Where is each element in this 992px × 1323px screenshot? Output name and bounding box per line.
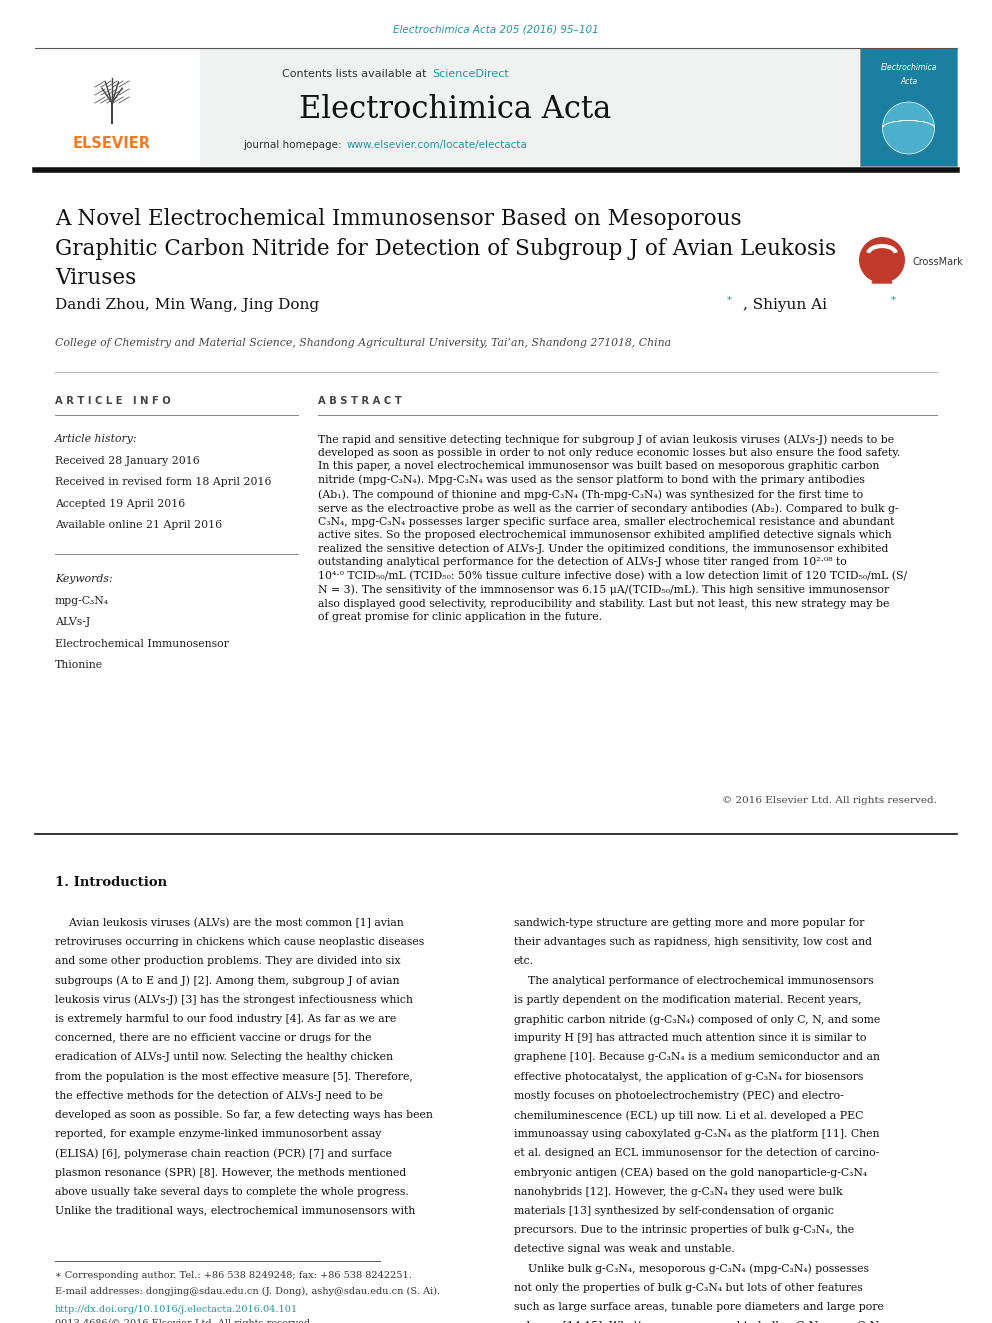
- Text: graphene [10]. Because g-C₃N₄ is a medium semiconductor and an: graphene [10]. Because g-C₃N₄ is a mediu…: [514, 1052, 880, 1062]
- Text: The analytical performance of electrochemical immunosensors: The analytical performance of electroche…: [514, 975, 874, 986]
- Bar: [860, 48, 957, 165]
- Text: mpg-C₃N₄: mpg-C₃N₄: [55, 595, 109, 606]
- Text: ∗ Corresponding author. Tel.: +86 538 8249248; fax: +86 538 8242251.: ∗ Corresponding author. Tel.: +86 538 82…: [55, 1271, 412, 1279]
- Text: Electrochimica: Electrochimica: [880, 64, 936, 73]
- Text: effective photocatalyst, the application of g-C₃N₄ for biosensors: effective photocatalyst, the application…: [514, 1072, 863, 1082]
- Text: immunoassay using caboxylated g-C₃N₄ as the platform [11]. Chen: immunoassay using caboxylated g-C₃N₄ as …: [514, 1130, 880, 1139]
- Text: reported, for example enzyme-linked immunosorbent assay: reported, for example enzyme-linked immu…: [55, 1130, 381, 1139]
- Text: from the population is the most effective measure [5]. Therefore,: from the population is the most effectiv…: [55, 1072, 413, 1082]
- Text: (ELISA) [6], polymerase chain reaction (PCR) [7] and surface: (ELISA) [6], polymerase chain reaction (…: [55, 1148, 392, 1159]
- Text: Avian leukosis viruses (ALVs) are the most common [1] avian: Avian leukosis viruses (ALVs) are the mo…: [55, 918, 404, 929]
- Text: E-mail addresses: dongjing@sdau.edu.cn (J. Dong), ashy@sdau.edu.cn (S. Ai).: E-mail addresses: dongjing@sdau.edu.cn (…: [55, 1287, 440, 1297]
- Text: , Shiyun Ai: , Shiyun Ai: [743, 298, 827, 312]
- Text: plasmon resonance (SPR) [8]. However, the methods mentioned: plasmon resonance (SPR) [8]. However, th…: [55, 1168, 407, 1179]
- Text: leukosis virus (ALVs-J) [3] has the strongest infectiousness which: leukosis virus (ALVs-J) [3] has the stro…: [55, 995, 413, 1005]
- Text: Keywords:: Keywords:: [55, 574, 113, 583]
- Text: ScienceDirect: ScienceDirect: [432, 69, 509, 79]
- Text: impurity H [9] has attracted much attention since it is similar to: impurity H [9] has attracted much attent…: [514, 1033, 866, 1044]
- Text: eradication of ALVs-J until now. Selecting the healthy chicken: eradication of ALVs-J until now. Selecti…: [55, 1052, 393, 1062]
- Text: their advantages such as rapidness, high sensitivity, low cost and: their advantages such as rapidness, high…: [514, 937, 872, 947]
- Text: mostly focuses on photoelectrochemistry (PEC) and electro-: mostly focuses on photoelectrochemistry …: [514, 1090, 844, 1101]
- Text: graphitic carbon nitride (g-C₃N₄) composed of only C, N, and some: graphitic carbon nitride (g-C₃N₄) compos…: [514, 1013, 880, 1024]
- Text: Available online 21 April 2016: Available online 21 April 2016: [55, 520, 222, 531]
- Text: chemiluminescence (ECL) up till now. Li et al. developed a PEC: chemiluminescence (ECL) up till now. Li …: [514, 1110, 863, 1121]
- Text: ELSEVIER: ELSEVIER: [73, 135, 151, 151]
- Text: not only the properties of bulk g-C₃N₄ but lots of other features: not only the properties of bulk g-C₃N₄ b…: [514, 1283, 863, 1293]
- Text: http://dx.doi.org/10.1016/j.electacta.2016.04.101: http://dx.doi.org/10.1016/j.electacta.20…: [55, 1304, 299, 1314]
- Bar: [35, 48, 200, 165]
- Polygon shape: [872, 269, 892, 283]
- Text: © 2016 Elsevier Ltd. All rights reserved.: © 2016 Elsevier Ltd. All rights reserved…: [722, 796, 937, 804]
- Text: www.elsevier.com/locate/electacta: www.elsevier.com/locate/electacta: [347, 140, 528, 149]
- Text: materials [13] synthesized by self-condensation of organic: materials [13] synthesized by self-conde…: [514, 1207, 833, 1216]
- Text: Electrochemical Immunosensor: Electrochemical Immunosensor: [55, 639, 229, 648]
- Text: journal homepage:: journal homepage:: [243, 140, 345, 149]
- Bar: [35, 48, 957, 165]
- Text: etc.: etc.: [514, 957, 534, 966]
- Text: Electrochimica Acta: Electrochimica Acta: [299, 94, 611, 126]
- Text: Contents lists available at: Contents lists available at: [282, 69, 430, 79]
- Text: ALVs-J: ALVs-J: [55, 617, 90, 627]
- Text: embryonic antigen (CEA) based on the gold nanoparticle-g-C₃N₄: embryonic antigen (CEA) based on the gol…: [514, 1168, 867, 1179]
- Text: such as large surface areas, tunable pore diameters and large pore: such as large surface areas, tunable por…: [514, 1302, 884, 1312]
- Text: subgroups (A to E and J) [2]. Among them, subgroup J of avian: subgroups (A to E and J) [2]. Among them…: [55, 975, 400, 986]
- Text: sandwich-type structure are getting more and more popular for: sandwich-type structure are getting more…: [514, 918, 864, 927]
- Text: Electrochimica Acta 205 (2016) 95–101: Electrochimica Acta 205 (2016) 95–101: [393, 25, 599, 34]
- Text: Acta: Acta: [900, 78, 917, 86]
- Text: Article history:: Article history:: [55, 434, 138, 445]
- Text: Unlike the traditional ways, electrochemical immunosensors with: Unlike the traditional ways, electrochem…: [55, 1207, 416, 1216]
- Text: nanohybrids [12]. However, the g-C₃N₄ they used were bulk: nanohybrids [12]. However, the g-C₃N₄ th…: [514, 1187, 842, 1197]
- Text: precursors. Due to the intrinsic properties of bulk g-C₃N₄, the: precursors. Due to the intrinsic propert…: [514, 1225, 854, 1236]
- Text: A B S T R A C T: A B S T R A C T: [318, 396, 402, 406]
- Text: Received in revised form 18 April 2016: Received in revised form 18 April 2016: [55, 478, 272, 487]
- Text: Unlike bulk g-C₃N₄, mesoporous g-C₃N₄ (mpg-C₃N₄) possesses: Unlike bulk g-C₃N₄, mesoporous g-C₃N₄ (m…: [514, 1263, 869, 1274]
- Text: the effective methods for the detection of ALVs-J need to be: the effective methods for the detection …: [55, 1090, 383, 1101]
- Text: CrossMark: CrossMark: [912, 257, 963, 267]
- Text: 0013-4686/© 2016 Elsevier Ltd. All rights reserved.: 0013-4686/© 2016 Elsevier Ltd. All right…: [55, 1319, 313, 1323]
- Circle shape: [859, 237, 905, 283]
- Text: et al. designed an ECL immunosensor for the detection of carcino-: et al. designed an ECL immunosensor for …: [514, 1148, 879, 1159]
- Text: developed as soon as possible. So far, a few detecting ways has been: developed as soon as possible. So far, a…: [55, 1110, 433, 1121]
- Text: above usually take several days to complete the whole progress.: above usually take several days to compl…: [55, 1187, 409, 1197]
- Text: Dandi Zhou, Min Wang, Jing Dong: Dandi Zhou, Min Wang, Jing Dong: [55, 298, 319, 312]
- Text: *: *: [891, 296, 896, 306]
- Text: detective signal was weak and unstable.: detective signal was weak and unstable.: [514, 1245, 735, 1254]
- Text: 1. Introduction: 1. Introduction: [55, 876, 167, 889]
- Text: retroviruses occurring in chickens which cause neoplastic diseases: retroviruses occurring in chickens which…: [55, 937, 425, 947]
- Text: *: *: [727, 296, 732, 306]
- Text: Accepted 19 April 2016: Accepted 19 April 2016: [55, 499, 186, 508]
- Text: The rapid and sensitive detecting technique for subgroup J of avian leukosis vir: The rapid and sensitive detecting techni…: [318, 434, 907, 622]
- Text: is partly dependent on the modification material. Recent years,: is partly dependent on the modification …: [514, 995, 862, 1004]
- Text: is extremely harmful to our food industry [4]. As far as we are: is extremely harmful to our food industr…: [55, 1013, 396, 1024]
- Text: A Novel Electrochemical Immunosensor Based on Mesoporous
Graphitic Carbon Nitrid: A Novel Electrochemical Immunosensor Bas…: [55, 208, 836, 290]
- Circle shape: [883, 102, 934, 153]
- Text: and some other production problems. They are divided into six: and some other production problems. They…: [55, 957, 401, 966]
- Text: concerned, there are no efficient vaccine or drugs for the: concerned, there are no efficient vaccin…: [55, 1033, 371, 1044]
- Text: College of Chemistry and Material Science, Shandong Agricultural University, Tai: College of Chemistry and Material Scienc…: [55, 337, 672, 348]
- Text: A R T I C L E   I N F O: A R T I C L E I N F O: [55, 396, 171, 406]
- Text: Received 28 January 2016: Received 28 January 2016: [55, 455, 199, 466]
- Text: Thionine: Thionine: [55, 660, 103, 669]
- Text: volumes [14,15]. What’s more, compared to bulk g-C₃N₄, mpg-C₃N₄: volumes [14,15]. What’s more, compared t…: [514, 1322, 883, 1323]
